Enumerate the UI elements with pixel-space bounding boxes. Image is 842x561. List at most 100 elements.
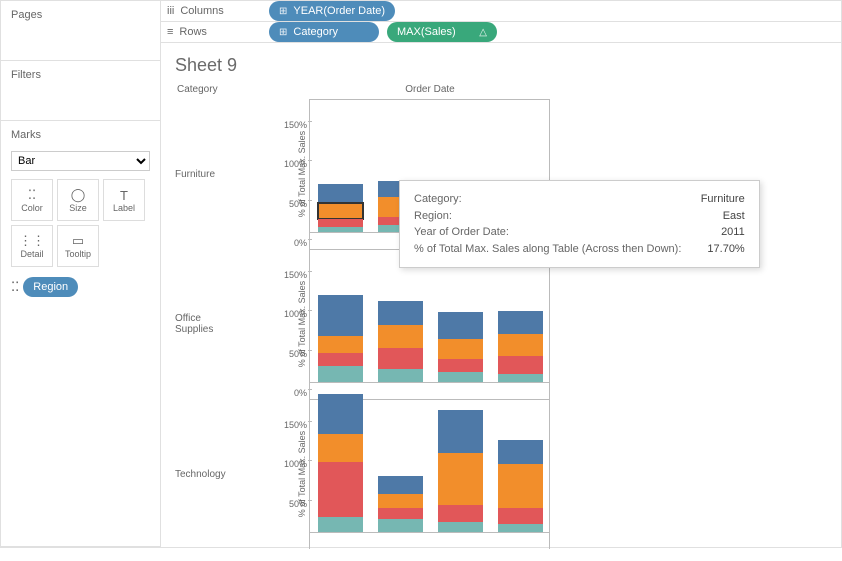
bar[interactable] (318, 394, 363, 533)
bar[interactable] (378, 301, 423, 383)
size-icon: ◯ (71, 187, 86, 203)
bar-segment[interactable] (498, 311, 543, 335)
bar-segment[interactable] (498, 356, 543, 373)
bar-segment[interactable] (318, 203, 363, 219)
tooltip-row: Year of Order Date: 2011 (414, 224, 745, 241)
bar[interactable] (318, 184, 363, 233)
y-tick: 0% (294, 238, 307, 248)
bar-segment[interactable] (438, 339, 483, 359)
tooltip-key: Year of Order Date: (414, 224, 509, 241)
pill-label: YEAR(Order Date) (293, 5, 385, 17)
y-tick: 50% (289, 199, 307, 209)
y-tick: 150% (284, 270, 307, 280)
bar-segment[interactable] (318, 394, 363, 433)
bar-segment[interactable] (378, 494, 423, 508)
bar-segment[interactable] (498, 508, 543, 524)
bar-segment[interactable] (378, 508, 423, 519)
mark-card-color[interactable]: ⁚⁚Color (11, 179, 53, 221)
bar-segment[interactable] (498, 440, 543, 464)
mark-card-label: Tooltip (65, 249, 91, 259)
pages-panel: Pages (1, 1, 161, 61)
bar-segment[interactable] (318, 517, 363, 533)
bar-segment[interactable] (318, 353, 363, 366)
filters-title: Filters (11, 69, 150, 81)
mark-card-detail[interactable]: ⋮⋮Detail (11, 225, 53, 267)
bar-segment[interactable] (378, 348, 423, 368)
label-icon: T (120, 187, 128, 203)
mark-card-label[interactable]: TLabel (103, 179, 145, 221)
y-axis: % of Total Max. Sales0%50%100%150% (265, 249, 310, 399)
y-tick: 0% (294, 388, 307, 398)
bar-segment[interactable] (438, 410, 483, 453)
bar[interactable] (498, 440, 543, 533)
pill-region[interactable]: Region (23, 277, 78, 297)
marks-title: Marks (11, 129, 150, 141)
bar-segment[interactable] (378, 325, 423, 349)
bar-segment[interactable] (498, 334, 543, 356)
tooltip-key: Region: (414, 208, 452, 225)
chart-row: OfficeSupplies% of Total Max. Sales0%50%… (175, 249, 827, 399)
sheet-title: Sheet 9 (175, 55, 827, 76)
mark-card-label: Label (113, 203, 135, 213)
bar[interactable] (438, 410, 483, 533)
mark-card-label: Size (69, 203, 87, 213)
bar[interactable] (438, 312, 483, 383)
bar-segment[interactable] (318, 295, 363, 336)
bars-area (310, 249, 550, 399)
bar-segment[interactable] (318, 462, 363, 517)
bar-segment[interactable] (498, 464, 543, 508)
pill-label: MAX(Sales) (397, 26, 456, 38)
mark-type-select[interactable]: Bar (11, 151, 150, 171)
pill-label: Region (33, 281, 68, 293)
bar-segment[interactable] (378, 476, 423, 493)
bar-segment[interactable] (318, 336, 363, 353)
pill-year-order-date-[interactable]: ⊞ YEAR(Order Date) (269, 1, 395, 21)
bar-segment[interactable] (438, 359, 483, 372)
tooltip-value: East (723, 208, 745, 225)
bar-segment[interactable] (438, 505, 483, 522)
pill-icon: ⊞ (279, 27, 287, 38)
chart-row: Technology% of Total Max. Sales50%100%15… (175, 399, 827, 549)
bar-segment[interactable] (318, 219, 363, 227)
mark-card-label: Color (21, 203, 43, 213)
category-label: Technology (175, 399, 265, 549)
tooltip-icon: ▭ (72, 233, 84, 249)
bar-segment[interactable] (378, 301, 423, 325)
mark-card-size[interactable]: ◯Size (57, 179, 99, 221)
bar-segment[interactable] (438, 312, 483, 339)
columns-label: Columns (180, 5, 223, 17)
color-dots-icon: ⁚⁚ (11, 279, 19, 295)
mark-card-label: Detail (20, 249, 43, 259)
rows-shelf[interactable]: ≡ Rows ⊞CategoryMAX(Sales)△ (161, 22, 841, 43)
bars-area (310, 399, 550, 549)
bar-segment[interactable] (378, 519, 423, 533)
tooltip-value: 2011 (721, 224, 745, 241)
bar-segment[interactable] (318, 434, 363, 462)
category-header: Category (175, 84, 265, 95)
pill-max-sales-[interactable]: MAX(Sales) △ (387, 22, 497, 42)
sheet-area: Sheet 9 Category Order Date Furniture% o… (161, 43, 841, 561)
pill-category[interactable]: ⊞ Category (269, 22, 379, 42)
bar-segment[interactable] (318, 184, 363, 203)
columns-shelf[interactable]: iii Columns ⊞YEAR(Order Date) (161, 1, 841, 22)
tooltip-value: Furniture (701, 191, 745, 208)
pill-extra-icon: △ (479, 27, 487, 38)
pages-title: Pages (11, 9, 150, 21)
mark-card-tooltip[interactable]: ▭Tooltip (57, 225, 99, 267)
tooltip-row: Region: East (414, 208, 745, 225)
marks-panel: Marks Bar ⁚⁚Color◯SizeTLabel⋮⋮Detail▭Too… (1, 121, 161, 547)
bar[interactable] (378, 476, 423, 533)
pill-label: Category (293, 26, 338, 38)
bar[interactable] (318, 295, 363, 383)
tooltip-row: % of Total Max. Sales along Table (Acros… (414, 241, 745, 258)
tooltip-row: Category: Furniture (414, 191, 745, 208)
tooltip: Category:FurnitureRegion:EastYear of Ord… (399, 180, 760, 268)
tooltip-value: 17.70% (707, 241, 744, 258)
bar-segment[interactable] (438, 453, 483, 505)
pill-icon: ⊞ (279, 6, 287, 17)
bar-segment[interactable] (378, 369, 423, 383)
bar-segment[interactable] (318, 366, 363, 383)
filters-panel: Filters (1, 61, 161, 121)
bar[interactable] (498, 311, 543, 383)
tooltip-key: Category: (414, 191, 462, 208)
